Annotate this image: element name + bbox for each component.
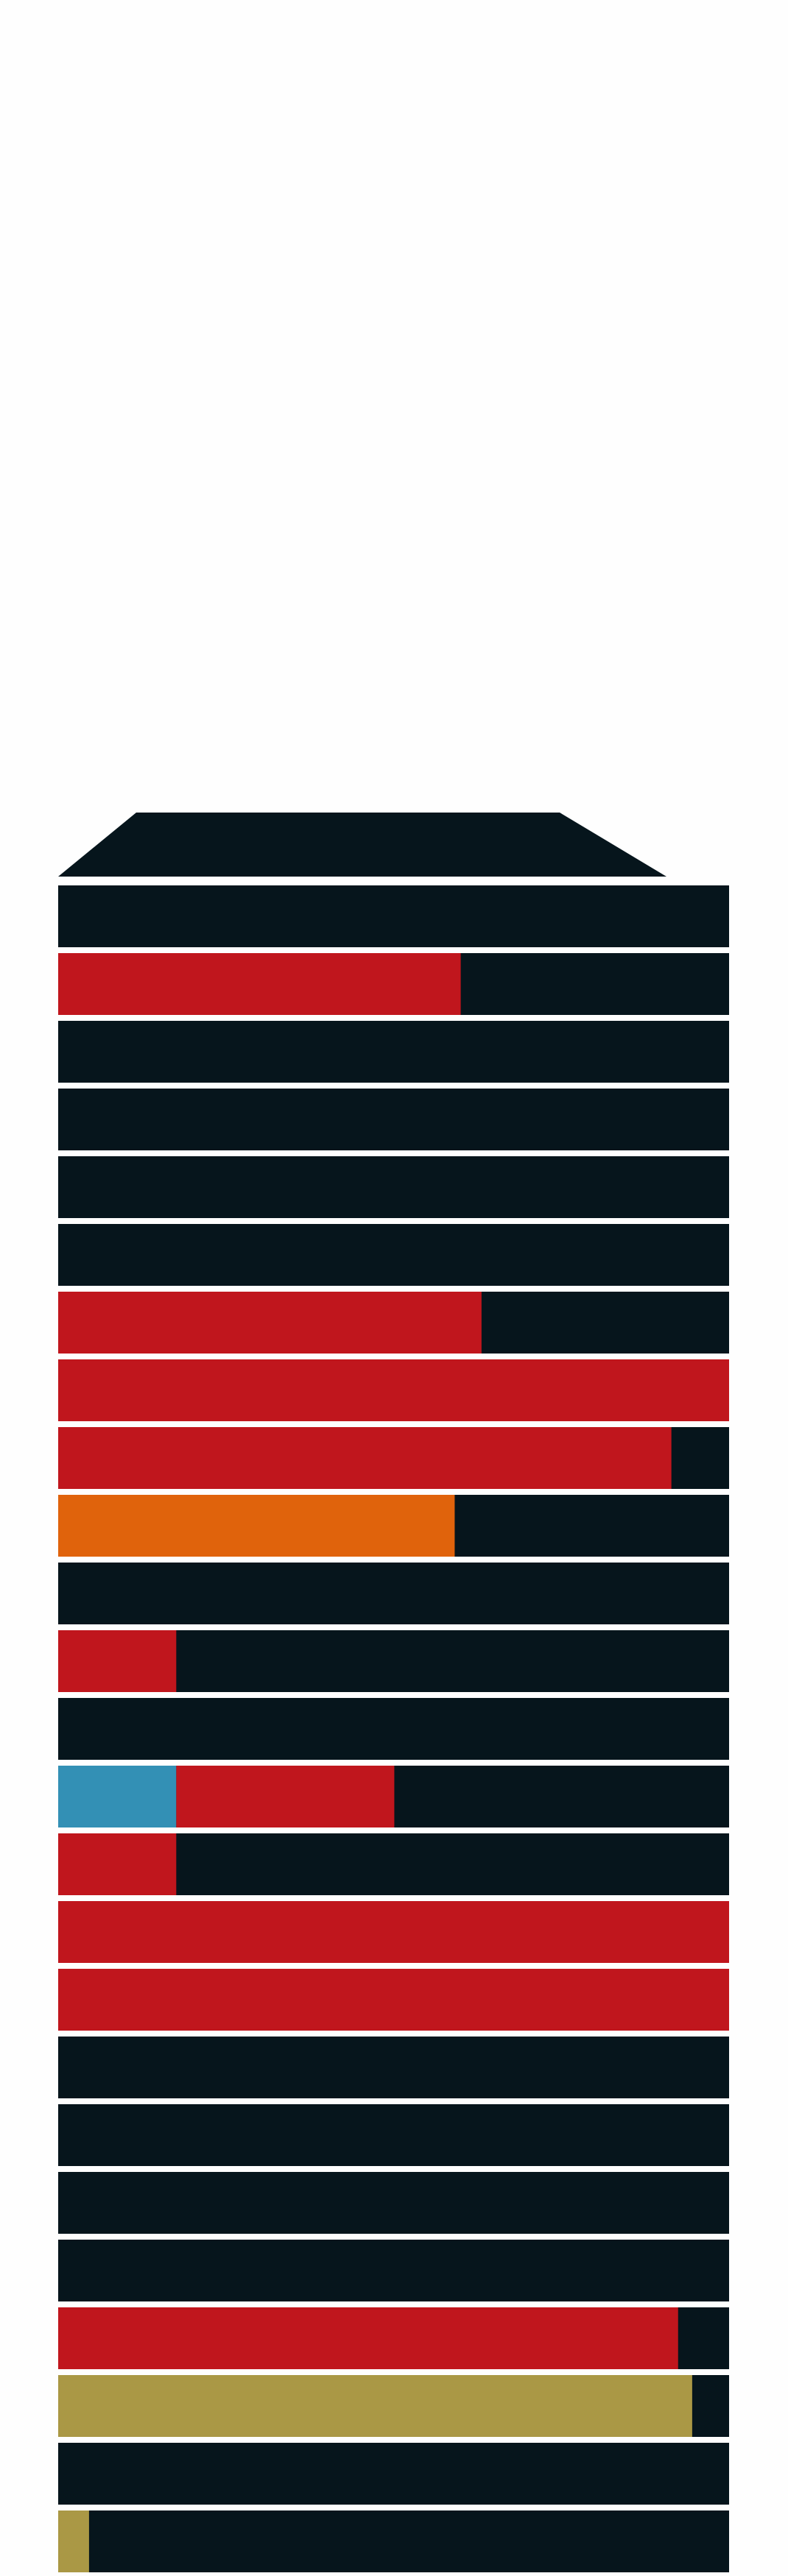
bar-row [58, 1833, 729, 1895]
bar-track [58, 2510, 729, 2572]
bar-segment-blue [58, 1766, 177, 1827]
bar-row [58, 1224, 729, 1286]
bar-row [58, 2172, 729, 2234]
bar-segment-red [58, 953, 461, 1015]
chart-top-cap [58, 813, 666, 877]
bar-row [58, 1630, 729, 1692]
bar-track [58, 1224, 729, 1286]
bar-track [58, 1156, 729, 1218]
bar-row [58, 1766, 729, 1827]
bar-row [58, 1359, 729, 1421]
bar-segment-red [58, 1427, 672, 1489]
bar-track [58, 2443, 729, 2505]
bar-segment-red [58, 1359, 729, 1421]
bar-segment-olive [58, 2510, 89, 2572]
bar-row [58, 1495, 729, 1557]
bar-row [58, 2375, 729, 2437]
bar-row [58, 1969, 729, 2031]
bar-row [58, 2240, 729, 2301]
bar-row [58, 1427, 729, 1489]
bar-row [58, 1563, 729, 1624]
bar-track [58, 2240, 729, 2301]
bar-row [58, 1292, 729, 1354]
bar-track [58, 1021, 729, 1083]
bar-row [58, 2037, 729, 2098]
bar-row [58, 1089, 729, 1150]
bar-segment-red [58, 1630, 177, 1692]
bar-row [58, 1901, 729, 1963]
bar-row [58, 2104, 729, 2166]
bar-row [58, 885, 729, 947]
bar-row [58, 1021, 729, 1083]
bar-segment-orange [58, 1495, 455, 1557]
bar-track [58, 1563, 729, 1624]
bar-row [58, 2443, 729, 2505]
bar-row [58, 2307, 729, 2369]
bar-segment-red [176, 1766, 395, 1827]
bar-track [58, 1089, 729, 1150]
bar-segment-red [58, 2307, 678, 2369]
bar-segment-olive [58, 2375, 692, 2437]
bar-segment-red [58, 1969, 729, 2031]
bar-track [58, 2037, 729, 2098]
bar-track [58, 1698, 729, 1760]
bar-track [58, 2172, 729, 2234]
bar-row [58, 2510, 729, 2572]
bar-row [58, 953, 729, 1015]
bar-row [58, 1698, 729, 1760]
bar-track [58, 885, 729, 947]
bar-segment-red [58, 1833, 177, 1895]
bar-segment-red [58, 1901, 729, 1963]
bar-track [58, 2104, 729, 2166]
bar-row [58, 1156, 729, 1218]
bar-segment-red [58, 1292, 482, 1354]
